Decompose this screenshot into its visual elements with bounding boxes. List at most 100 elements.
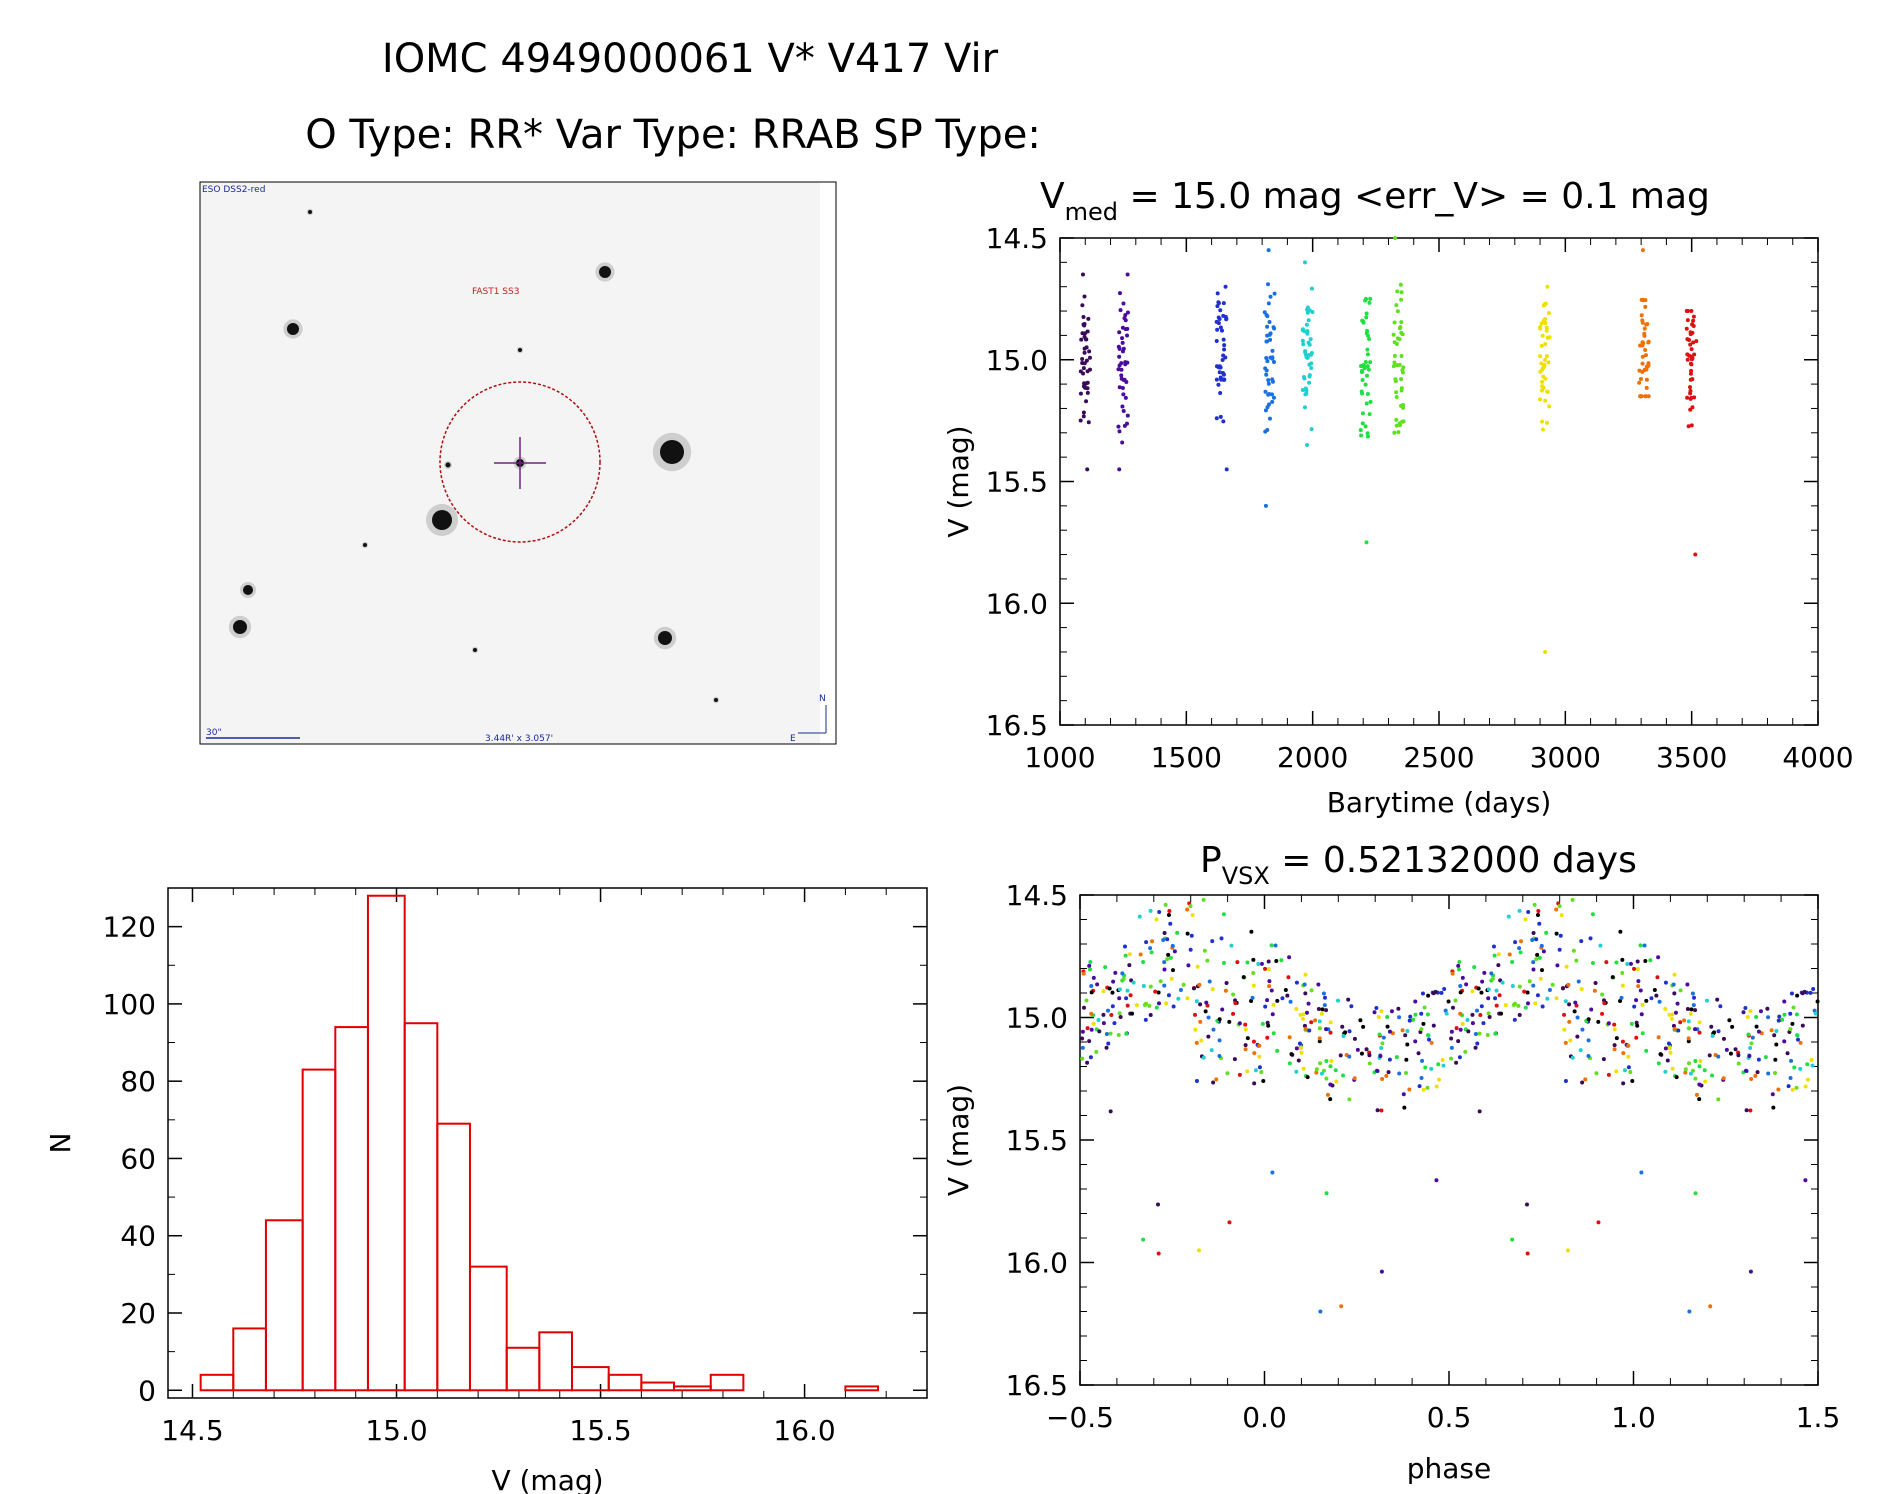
phased-point bbox=[1533, 1001, 1538, 1006]
lightcurve-point bbox=[1538, 326, 1543, 331]
phased-point bbox=[1620, 983, 1625, 988]
phased-point bbox=[1162, 983, 1167, 988]
lightcurve-point bbox=[1364, 311, 1369, 316]
figure-subtitle: O Type: RR* Var Type: RRAB SP Type: bbox=[305, 112, 1041, 158]
phased-point bbox=[1108, 1031, 1113, 1036]
phased-point bbox=[1325, 1092, 1330, 1097]
phased-point bbox=[1227, 1220, 1232, 1225]
phased-point bbox=[1790, 1087, 1795, 1092]
phased-point bbox=[1439, 990, 1444, 995]
phased-point bbox=[1743, 1005, 1748, 1010]
phased-point bbox=[1523, 1005, 1528, 1010]
phased-point bbox=[1663, 1046, 1668, 1051]
phased-point bbox=[1307, 1028, 1312, 1033]
x-axis-label: V (mag) bbox=[491, 1464, 603, 1494]
phased-point bbox=[1221, 912, 1226, 917]
phased-point bbox=[1477, 1109, 1482, 1114]
phased-point bbox=[1788, 1011, 1793, 1016]
phased-point bbox=[1492, 953, 1497, 958]
phased-point bbox=[1685, 1007, 1690, 1012]
lightcurve-point bbox=[1123, 313, 1128, 318]
phased-point bbox=[1669, 1016, 1674, 1021]
phased-point bbox=[1490, 977, 1495, 982]
phased-point bbox=[1485, 1032, 1490, 1037]
phased-point bbox=[1434, 1084, 1439, 1089]
phased-point bbox=[1697, 1082, 1702, 1087]
lightcurve-point bbox=[1266, 378, 1271, 383]
lightcurve-point bbox=[1400, 370, 1405, 375]
y-tick-label: 16.5 bbox=[986, 709, 1048, 742]
phased-point bbox=[1429, 1066, 1434, 1071]
lightcurve-point bbox=[1222, 347, 1227, 352]
phased-point bbox=[1339, 1304, 1344, 1309]
lightcurve-point bbox=[1360, 411, 1365, 416]
phased-point bbox=[1319, 1011, 1324, 1016]
lightcurve-point bbox=[1364, 540, 1369, 545]
phased-point bbox=[1621, 1051, 1626, 1056]
phased-point bbox=[1407, 1087, 1412, 1092]
phased-point bbox=[1257, 1065, 1262, 1070]
phased-point bbox=[1635, 1023, 1640, 1028]
phased-point bbox=[1716, 1054, 1721, 1059]
lightcurve-point bbox=[1360, 378, 1365, 383]
lightcurve-point bbox=[1214, 377, 1219, 382]
phased-point bbox=[1137, 914, 1142, 919]
phased-point bbox=[1512, 1017, 1517, 1022]
y-tick-label: 15.5 bbox=[986, 466, 1048, 499]
phased-point bbox=[1225, 1071, 1230, 1076]
phased-point bbox=[1117, 996, 1122, 1001]
phased-point bbox=[1403, 1033, 1408, 1038]
phased-point bbox=[1328, 1064, 1333, 1069]
lightcurve-point bbox=[1215, 327, 1220, 332]
lightcurve-point bbox=[1545, 284, 1550, 289]
phased-point bbox=[1309, 1020, 1314, 1025]
phased-point bbox=[1465, 1017, 1470, 1022]
phased-point bbox=[1612, 1047, 1617, 1052]
lightcurve-point bbox=[1397, 421, 1402, 426]
phased-point bbox=[1294, 1046, 1299, 1051]
phased-point bbox=[1510, 1237, 1515, 1242]
phased-point bbox=[1161, 937, 1166, 942]
phased-point bbox=[1304, 1010, 1309, 1015]
y-tick-label: 20 bbox=[120, 1297, 156, 1330]
phased-point bbox=[1134, 1003, 1139, 1008]
phased-point bbox=[1683, 1067, 1688, 1072]
phased-point bbox=[1612, 1043, 1617, 1048]
lightcurve-point bbox=[1692, 352, 1697, 357]
phased-point bbox=[1668, 1050, 1673, 1055]
lightcurve-point bbox=[1638, 394, 1643, 399]
phased-point bbox=[1592, 988, 1597, 993]
lightcurve-point bbox=[1397, 337, 1402, 342]
phased-point bbox=[1367, 1061, 1372, 1066]
phased-point bbox=[1206, 1034, 1211, 1039]
phased-point bbox=[1413, 999, 1418, 1004]
phased-point bbox=[1104, 1032, 1109, 1037]
phased-point bbox=[1108, 1109, 1113, 1114]
phased-point bbox=[1109, 1013, 1114, 1018]
lightcurve-point bbox=[1121, 346, 1126, 351]
phased-point bbox=[1201, 897, 1206, 902]
phased-point bbox=[1693, 1008, 1698, 1013]
phased-point bbox=[1463, 1049, 1468, 1054]
phased-point bbox=[1347, 1054, 1352, 1059]
x-tick-label: 2000 bbox=[1277, 741, 1348, 774]
phased-point bbox=[1748, 1045, 1753, 1050]
lightcurve-point bbox=[1272, 360, 1277, 365]
lightcurve-point bbox=[1221, 301, 1226, 306]
lightcurve-point bbox=[1266, 301, 1271, 306]
phased-point bbox=[1620, 1039, 1625, 1044]
lightcurve-point bbox=[1395, 309, 1400, 314]
phased-point bbox=[1227, 1019, 1232, 1024]
phased-point bbox=[1531, 930, 1536, 935]
lightcurve-point bbox=[1643, 304, 1648, 309]
lightcurve-point bbox=[1219, 328, 1224, 333]
lightcurve-point bbox=[1365, 392, 1370, 397]
lightcurve-point bbox=[1304, 388, 1309, 393]
phased-point bbox=[1450, 1005, 1455, 1010]
phased-point bbox=[1287, 1061, 1292, 1066]
phased-point bbox=[1267, 984, 1272, 989]
phased-point bbox=[1379, 1009, 1384, 1014]
phased-point bbox=[1150, 939, 1155, 944]
phased-point bbox=[1547, 987, 1552, 992]
star bbox=[660, 440, 684, 464]
